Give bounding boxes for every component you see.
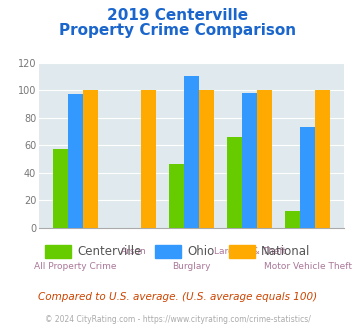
Bar bbox=[83, 90, 98, 228]
Bar bbox=[141, 90, 156, 228]
Text: Arson: Arson bbox=[121, 247, 147, 256]
Text: Larceny & Theft: Larceny & Theft bbox=[214, 247, 286, 256]
Bar bbox=[257, 90, 272, 228]
Bar bbox=[285, 211, 300, 228]
Bar bbox=[227, 137, 242, 228]
Legend: Centerville, Ohio, National: Centerville, Ohio, National bbox=[40, 240, 315, 263]
Bar bbox=[184, 77, 199, 228]
Text: Compared to U.S. average. (U.S. average equals 100): Compared to U.S. average. (U.S. average … bbox=[38, 292, 317, 302]
Text: © 2024 CityRating.com - https://www.cityrating.com/crime-statistics/: © 2024 CityRating.com - https://www.city… bbox=[45, 315, 310, 324]
Bar bbox=[300, 127, 315, 228]
Text: Property Crime Comparison: Property Crime Comparison bbox=[59, 23, 296, 38]
Bar bbox=[53, 149, 68, 228]
Text: Motor Vehicle Theft: Motor Vehicle Theft bbox=[264, 262, 352, 271]
Bar bbox=[68, 94, 83, 228]
Text: All Property Crime: All Property Crime bbox=[34, 262, 117, 271]
Text: Burglary: Burglary bbox=[173, 262, 211, 271]
Bar bbox=[315, 90, 331, 228]
Bar bbox=[242, 93, 257, 228]
Bar bbox=[199, 90, 214, 228]
Text: 2019 Centerville: 2019 Centerville bbox=[107, 8, 248, 23]
Bar bbox=[169, 164, 184, 228]
